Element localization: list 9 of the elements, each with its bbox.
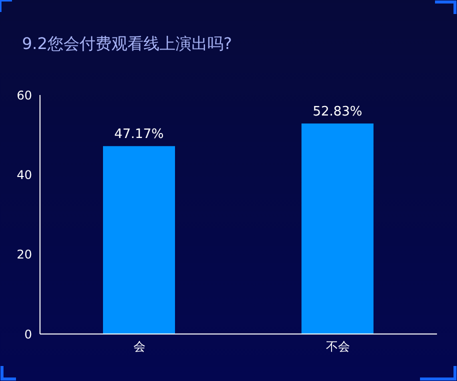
x-tick-label: 不会 [326,340,350,354]
y-tick-label: 20 [16,248,32,262]
x-tick-label: 会 [133,340,146,354]
y-tick-label: 40 [16,168,32,182]
data-label: 47.17% [114,127,164,142]
data-label: 52.83% [312,104,362,120]
chart-title: 9.2您会付费观看线上演出吗? [22,34,232,55]
y-tick-label: 60 [16,88,32,102]
y-tick-label: 0 [24,327,32,342]
